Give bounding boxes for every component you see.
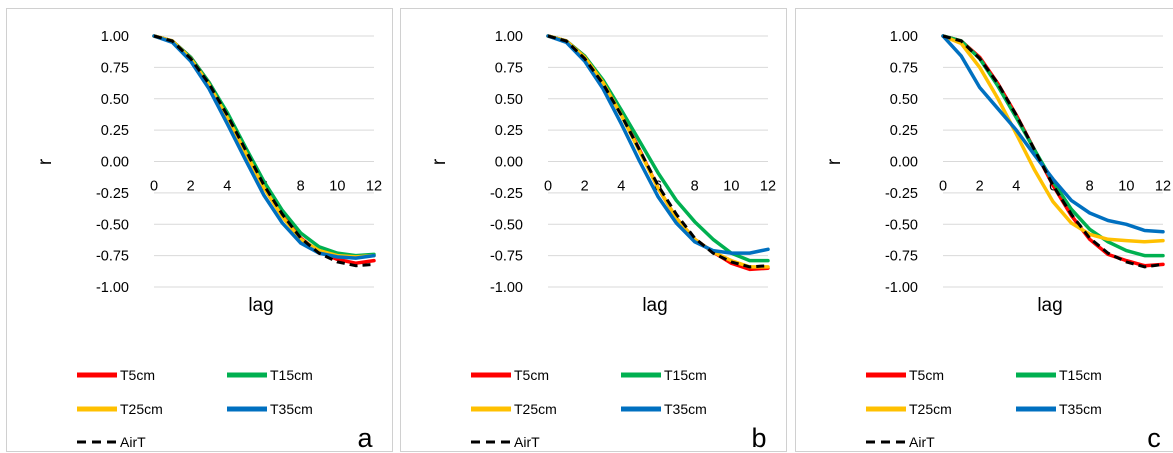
legend-label: AirT — [909, 434, 935, 450]
legend-label: T35cm — [270, 401, 313, 417]
y-tick-label: 0.00 — [495, 155, 523, 171]
y-tick-label: 0.25 — [890, 123, 918, 139]
x-tick-label: 12 — [760, 179, 776, 195]
x-tick-label: 8 — [297, 179, 305, 195]
y-tick-label: -1.00 — [490, 280, 523, 296]
series-line-AirT — [547, 34, 769, 269]
y-tick-label: 0.25 — [495, 123, 523, 139]
x-tick-label: 8 — [691, 179, 699, 195]
legend-label: AirT — [120, 434, 146, 450]
y-axis-label: r — [35, 158, 56, 165]
series-line-T35cm — [546, 34, 770, 255]
legend-label: T15cm — [1059, 367, 1102, 383]
series-line-T35cm — [941, 34, 1165, 234]
y-tick-label: -0.25 — [96, 186, 129, 202]
x-tick-label: 12 — [366, 179, 382, 195]
y-tick-label: -1.00 — [96, 280, 129, 296]
y-tick-label: 0.00 — [101, 155, 129, 171]
chart-panel-c: 1.00 0.75 0.50 0.25 0.00 -0.25 -0.50 -0.75 -1.00… — [795, 8, 1173, 453]
series-line-T5cm — [941, 34, 1165, 268]
y-tick-label: 1.00 — [495, 29, 523, 45]
legend-label: T25cm — [909, 401, 952, 417]
y-tick-label: -0.75 — [96, 249, 129, 265]
y-tick-label: -0.50 — [96, 217, 129, 233]
chart-svg-c: 1.00 0.75 0.50 0.25 0.00 -0.25 -0.50 -0.75 -1.00… — [824, 29, 1171, 453]
y-tick-label: -0.50 — [885, 217, 918, 233]
x-axis-label: lag — [248, 295, 273, 316]
x-tick-label: 0 — [939, 179, 947, 195]
chart-svg-b: 1.00 0.75 0.50 0.25 0.00 -0.25 -0.50 -0.75 -1.00… — [429, 29, 776, 453]
x-tick-label: 4 — [223, 179, 231, 195]
y-tick-label: -0.25 — [490, 186, 523, 202]
x-tick-label: 0 — [150, 179, 158, 195]
legend-label: T5cm — [514, 367, 549, 383]
x-axis-label: lag — [642, 295, 667, 316]
y-tick-label: -1.00 — [885, 280, 918, 296]
y-tick-label: 0.50 — [495, 92, 523, 108]
x-tick-label: 4 — [617, 179, 625, 195]
x-tick-label: 2 — [976, 179, 984, 195]
series-line-T15cm — [941, 34, 1165, 258]
y-tick-label: -0.25 — [885, 186, 918, 202]
y-tick-label: 0.75 — [495, 60, 523, 76]
y-tick-label: -0.75 — [490, 249, 523, 265]
legend-label: T35cm — [1059, 401, 1102, 417]
y-axis-label: r — [824, 158, 845, 165]
x-tick-label: 4 — [1012, 179, 1020, 195]
series-line-T15cm — [152, 34, 376, 258]
chart-svg-a: 1.00 0.75 0.50 0.25 0.00 -0.25 -0.50 -0.75 -1.00… — [35, 29, 382, 453]
x-tick-label: 10 — [329, 179, 345, 195]
legend-label: T5cm — [909, 367, 944, 383]
chart-panel-b: 1.00 0.75 0.50 0.25 0.00 -0.25 -0.50 -0.75 -1.00… — [400, 8, 787, 453]
series-line-T25cm — [941, 34, 1165, 244]
x-tick-label: 2 — [187, 179, 195, 195]
x-tick-label: 10 — [723, 179, 739, 195]
chart-panel-a: 1.00 0.75 0.50 0.25 0.00 -0.25 -0.50 -0.75 -1.00… — [6, 8, 393, 453]
series-line-T5cm — [152, 34, 376, 265]
x-tick-label: 2 — [581, 179, 589, 195]
x-tick-label: 12 — [1155, 179, 1171, 195]
x-axis-label: lag — [1037, 295, 1062, 316]
legend-label: T15cm — [270, 367, 313, 383]
y-axis-label: r — [429, 158, 450, 165]
panel-label: a — [357, 423, 373, 453]
series-line-AirT — [153, 34, 375, 268]
y-tick-label: 0.00 — [890, 155, 918, 171]
y-tick-label: 0.50 — [101, 92, 129, 108]
legend-label: T35cm — [664, 401, 707, 417]
legend-label: T25cm — [120, 401, 163, 417]
panel-label: c — [1147, 423, 1161, 453]
x-tick-label: 0 — [544, 179, 552, 195]
legend-label: T5cm — [120, 367, 155, 383]
y-tick-label: 1.00 — [101, 29, 129, 45]
x-tick-label: 10 — [1118, 179, 1134, 195]
y-tick-label: 1.00 — [890, 29, 918, 45]
y-tick-label: 0.50 — [890, 92, 918, 108]
x-tick-label: 8 — [1086, 179, 1094, 195]
legend-label: T25cm — [514, 401, 557, 417]
legend-label: AirT — [514, 434, 540, 450]
series-line-T35cm — [152, 34, 376, 260]
y-tick-label: -0.75 — [885, 249, 918, 265]
series-line-AirT — [942, 34, 1164, 269]
y-tick-label: 0.25 — [101, 123, 129, 139]
y-tick-label: -0.50 — [490, 217, 523, 233]
y-tick-label: 0.75 — [890, 60, 918, 76]
series-line-T5cm — [546, 34, 770, 272]
panel-label: b — [751, 423, 766, 453]
y-tick-label: 0.75 — [101, 60, 129, 76]
legend-label: T15cm — [664, 367, 707, 383]
series-line-T15cm — [546, 34, 770, 263]
series-line-T25cm — [546, 34, 770, 269]
